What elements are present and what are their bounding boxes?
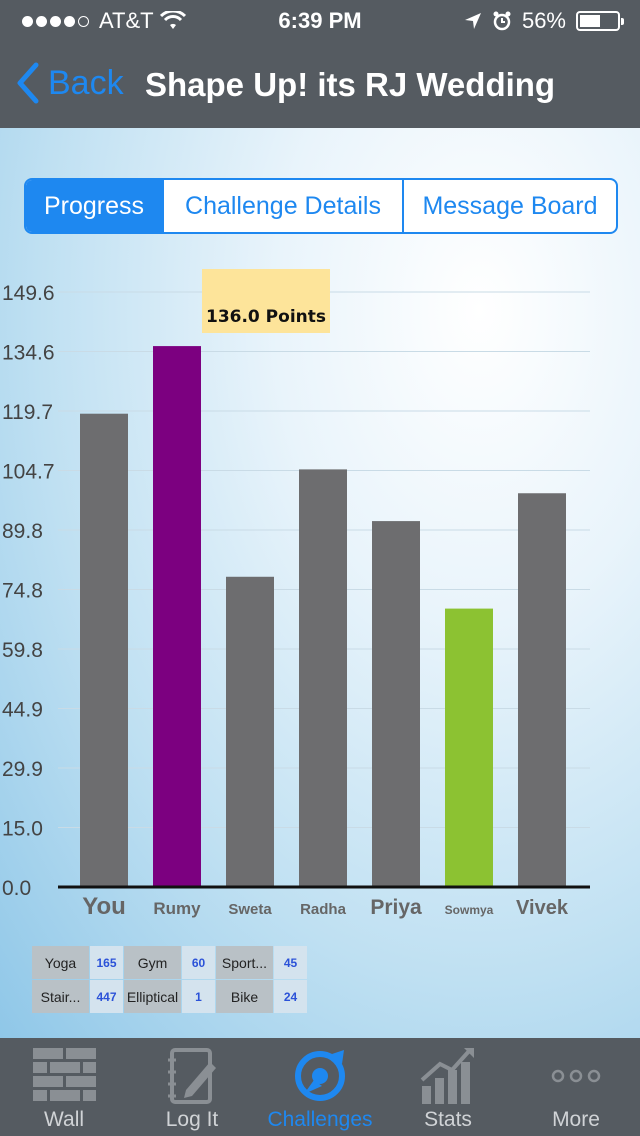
y-tick-label: 104.7	[2, 461, 55, 484]
tab-label: Log It	[165, 1108, 219, 1131]
y-tick-label: 15.0	[2, 818, 43, 841]
wifi-icon	[159, 11, 186, 29]
notebook-pencil-icon	[168, 1048, 216, 1104]
stat-value: 447	[90, 980, 123, 1013]
clock: 6:39 PM	[278, 8, 362, 33]
stat-label: Stair...	[32, 980, 89, 1013]
tab-label: Wall	[43, 1108, 85, 1131]
bar-rumy[interactable]	[153, 346, 201, 887]
y-tick-label: 59.8	[2, 639, 43, 662]
bar-sowmya[interactable]	[445, 608, 493, 887]
y-tick-label: 74.8	[2, 580, 43, 603]
tab-label: Challenges	[267, 1108, 373, 1131]
activity-stats-table: Yoga 165 Gym 60 Sport... 45 Stair... 447…	[32, 946, 307, 1013]
navigation-bar: Back Shape Up! its RJ Wedding	[0, 40, 640, 128]
bar-vivek[interactable]	[518, 493, 566, 887]
bar-radha[interactable]	[299, 469, 347, 887]
battery-icon	[576, 11, 624, 31]
x-tick-label: Sowmya	[445, 903, 494, 917]
y-tick-label: 89.8	[2, 520, 43, 543]
tab-wall[interactable]: Wall	[0, 1038, 128, 1136]
y-tick-label: 149.6	[2, 282, 55, 305]
chevron-left-icon	[17, 62, 39, 104]
carrier-info: AT&T	[22, 8, 186, 34]
stat-value: 60	[182, 946, 215, 979]
segmented-control: Progress Challenge Details Message Board	[24, 178, 618, 234]
y-tick-label: 119.7	[2, 401, 53, 424]
tab-challenges[interactable]: Challenges	[256, 1038, 384, 1136]
x-tick-label: You	[82, 893, 126, 920]
stat-label: Gym	[124, 946, 181, 979]
y-tick-label: 0.0	[2, 877, 31, 900]
stat-label: Sport...	[216, 946, 273, 979]
alarm-icon	[493, 11, 511, 31]
y-tick-label: 134.6	[2, 342, 55, 365]
bar-priya[interactable]	[372, 521, 420, 887]
tab-challenge-details[interactable]: Challenge Details	[162, 180, 402, 232]
x-tick-label: Rumy	[153, 899, 201, 918]
y-tick-label: 44.9	[2, 699, 43, 722]
stat-label: Elliptical	[124, 980, 181, 1013]
tab-stats[interactable]: Stats	[384, 1038, 512, 1136]
page-title: Shape Up! its RJ Wedding	[145, 66, 556, 103]
brick-wall-icon	[33, 1048, 96, 1101]
back-label: Back	[48, 63, 124, 102]
carrier-name: AT&T	[99, 8, 154, 33]
stat-label: Bike	[216, 980, 273, 1013]
bar-sweta[interactable]	[226, 576, 274, 887]
challenge-ribbon-icon	[295, 1050, 345, 1101]
signal-icon	[22, 15, 89, 27]
tab-message-board[interactable]: Message Board	[402, 180, 616, 232]
progress-bar-chart: 0.0 15.0 29.9 44.9 59.8 74.8 89.8 104.7 119.7 134…	[2, 282, 590, 920]
x-tick-label: Vivek	[516, 897, 569, 919]
stat-value: 24	[274, 980, 307, 1013]
stat-value: 45	[274, 946, 307, 979]
more-dots-icon	[551, 1069, 601, 1083]
tab-label: Stats	[424, 1108, 472, 1131]
y-tick-label: 29.9	[2, 758, 43, 781]
x-tick-label: Sweta	[228, 901, 272, 918]
stat-label: Yoga	[32, 946, 89, 979]
back-button[interactable]: Back	[16, 62, 124, 104]
tab-progress[interactable]: Progress	[26, 180, 162, 232]
tab-log-it[interactable]: Log It	[128, 1038, 256, 1136]
status-bar: AT&T 6:39 PM 56%	[0, 0, 640, 40]
points-tooltip: 136.0 Points	[202, 269, 330, 333]
battery-percent: 56%	[521, 8, 566, 33]
bar-you[interactable]	[80, 413, 128, 887]
tab-more[interactable]: More	[512, 1038, 640, 1136]
location-arrow-icon	[464, 13, 481, 29]
tab-bar: Wall Log It Challenges Stats	[0, 1038, 640, 1136]
tab-label: More	[552, 1108, 600, 1131]
stat-value: 1	[182, 980, 215, 1013]
bar-growth-icon	[420, 1048, 474, 1104]
stat-value: 165	[90, 946, 123, 979]
x-tick-label: Priya	[370, 896, 422, 919]
x-tick-label: Radha	[300, 901, 347, 918]
